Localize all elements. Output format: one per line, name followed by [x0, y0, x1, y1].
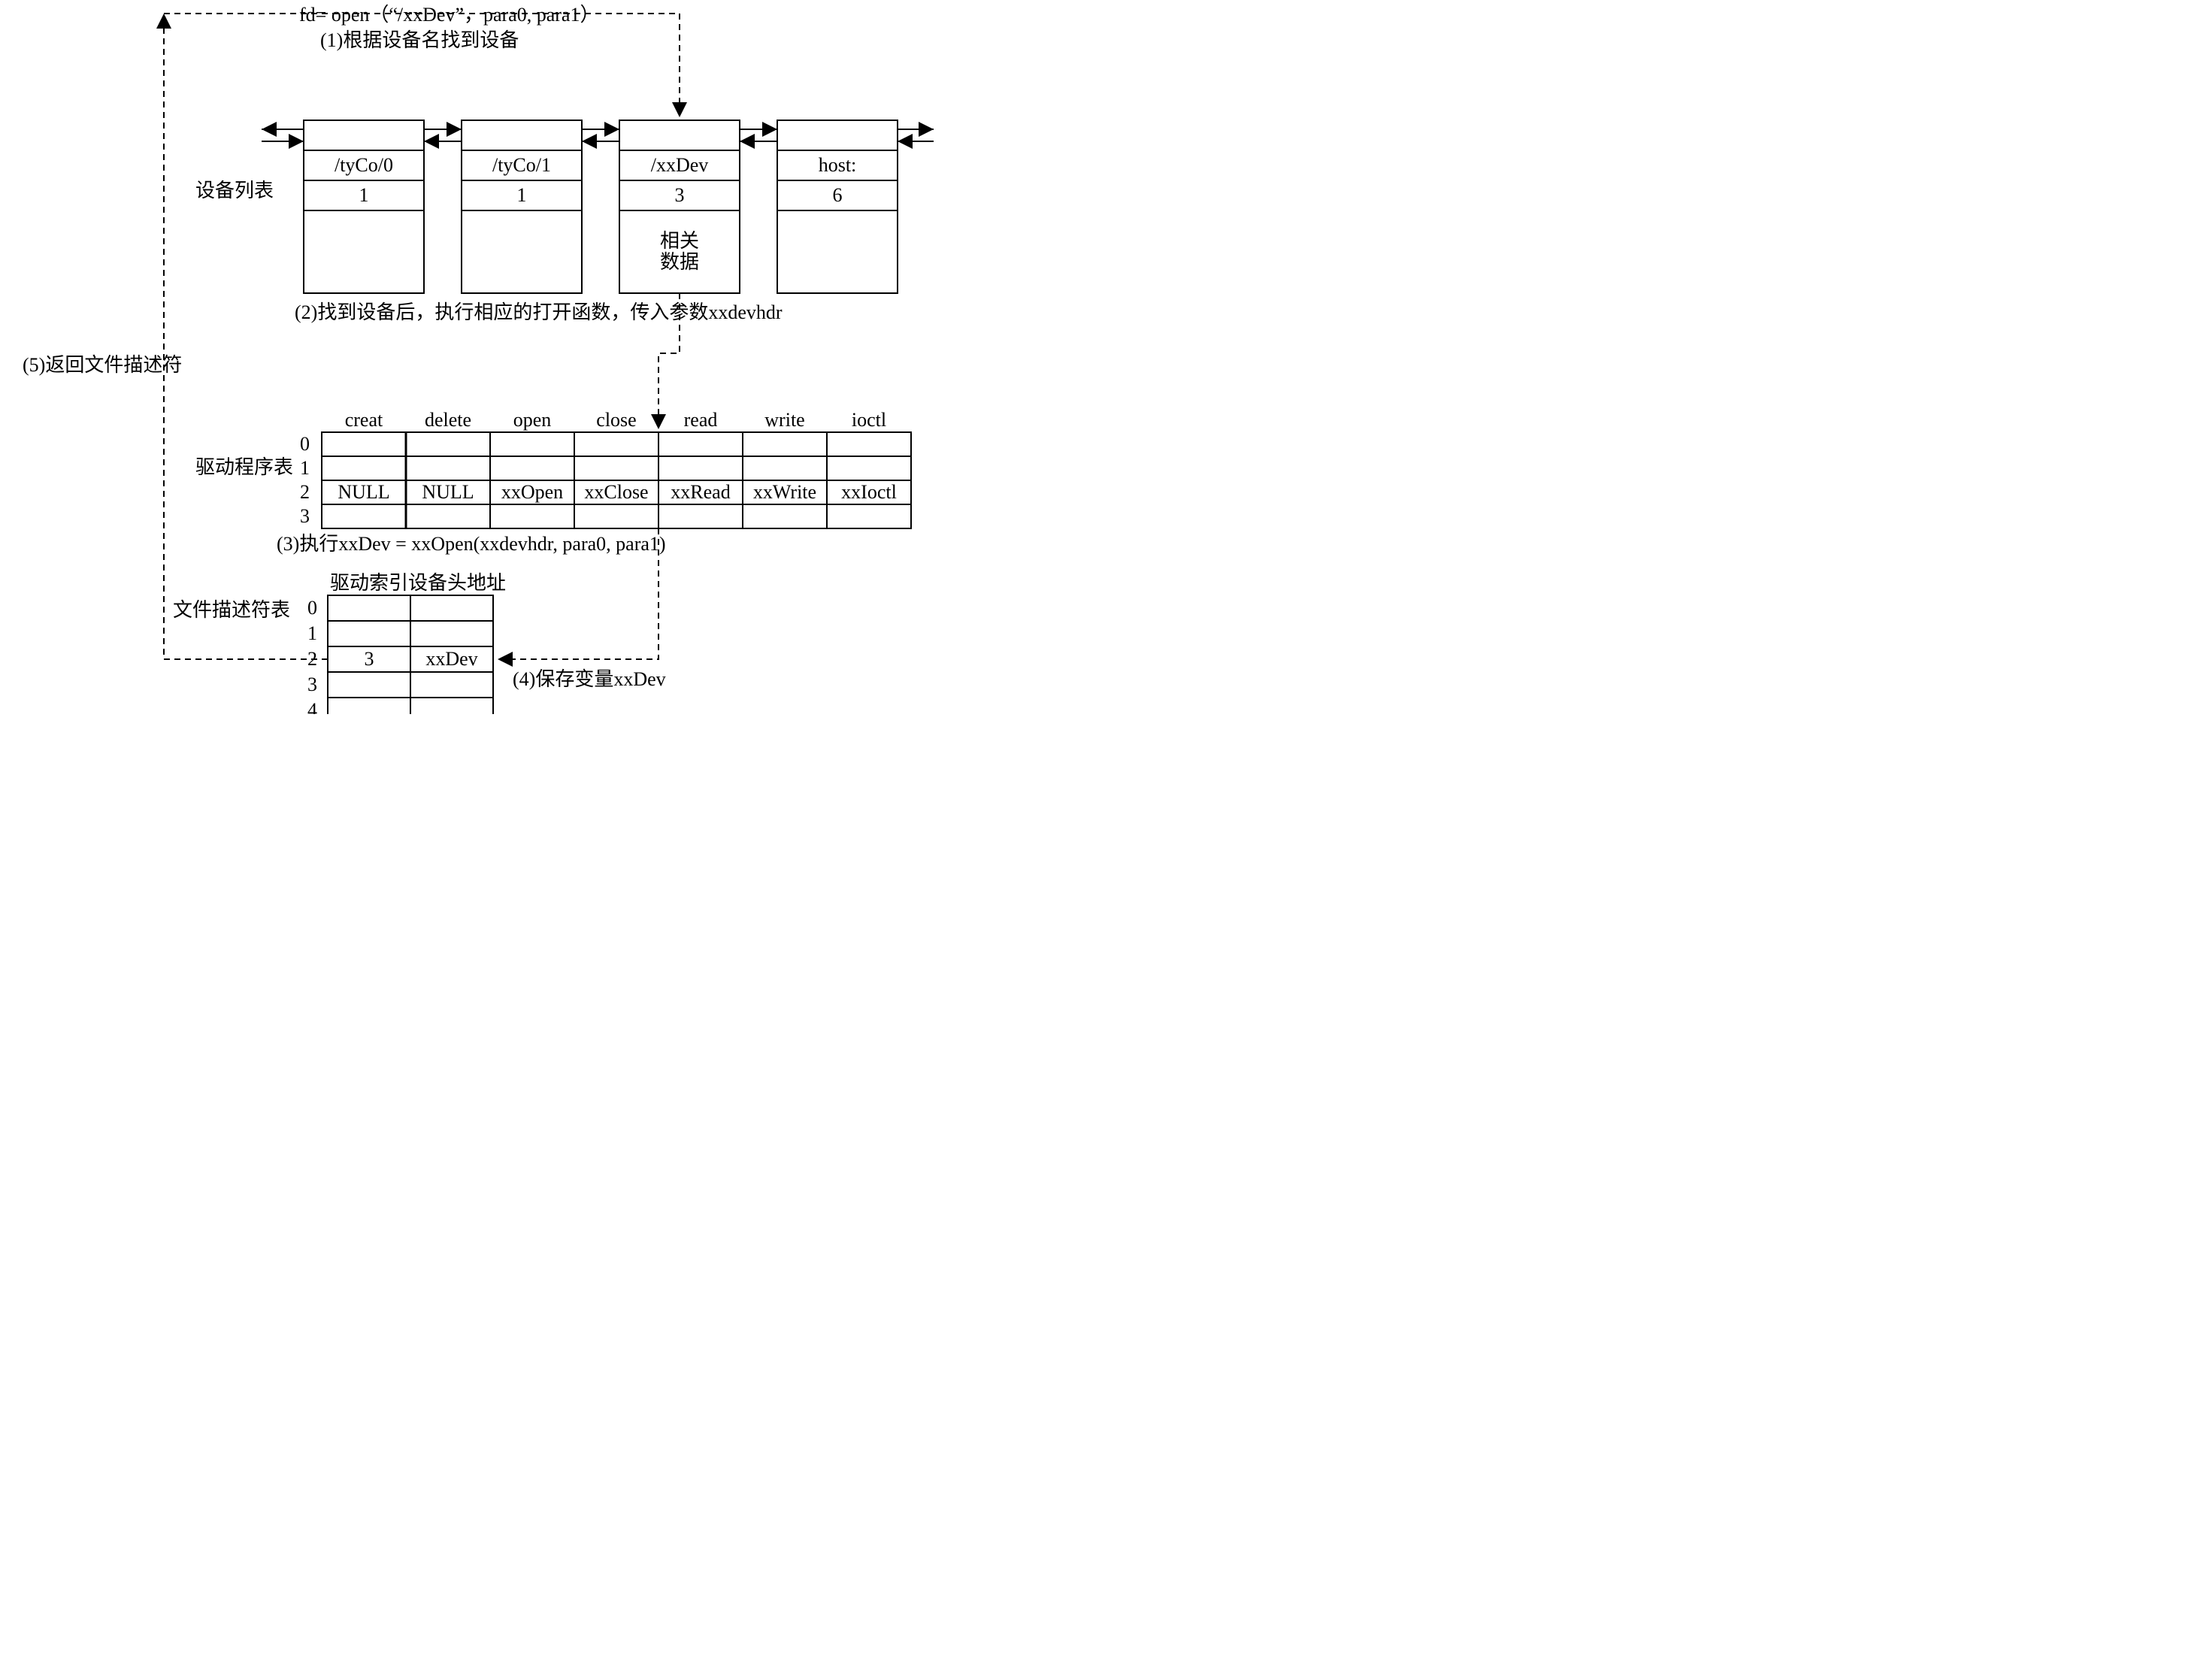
svg-text:creat: creat — [345, 409, 383, 431]
svg-text:/xxDev: /xxDev — [651, 154, 709, 176]
svg-text:1: 1 — [517, 184, 527, 206]
svg-text:3: 3 — [675, 184, 685, 206]
fd-table: 012343xxDev — [307, 595, 493, 714]
svg-text:xxRead: xxRead — [671, 481, 730, 503]
fd-table-label: 文件描述符表 — [173, 599, 290, 621]
svg-text:/tyCo/0: /tyCo/0 — [335, 154, 393, 176]
svg-text:数据: 数据 — [660, 251, 699, 273]
svg-text:1: 1 — [300, 457, 310, 479]
svg-text:4: 4 — [307, 699, 317, 714]
device-list-label: 设备列表 — [195, 180, 274, 201]
fd-header-devhdr: 设备头地址 — [408, 572, 506, 594]
svg-text:xxClose: xxClose — [584, 481, 648, 503]
svg-text:host:: host: — [819, 154, 857, 176]
svg-text:1: 1 — [359, 184, 369, 206]
svg-text:0: 0 — [307, 597, 317, 619]
svg-text:/tyCo/1: /tyCo/1 — [492, 154, 551, 176]
svg-text:3: 3 — [307, 674, 317, 695]
svg-text:2: 2 — [300, 481, 310, 503]
svg-text:3: 3 — [365, 648, 374, 670]
svg-text:3: 3 — [300, 505, 310, 527]
svg-text:xxDev: xxDev — [425, 648, 477, 670]
driver-table-label: 驱动程序表 — [195, 456, 293, 478]
step4-text: (4)保存变量xxDev — [513, 668, 666, 690]
step1-text: (1)根据设备名找到设备 — [320, 29, 519, 51]
svg-text:1: 1 — [307, 622, 317, 644]
svg-text:close: close — [596, 409, 636, 431]
svg-text:open: open — [513, 409, 552, 431]
svg-text:xxOpen: xxOpen — [501, 481, 563, 503]
dashed-arrows — [164, 14, 680, 659]
step3-text: (3)执行xxDev = xxOpen(xxdevhdr, para0, par… — [277, 533, 666, 555]
svg-text:xxIoctl: xxIoctl — [841, 481, 897, 503]
svg-text:NULL: NULL — [422, 481, 474, 503]
step5-text: (5)返回文件描述符 — [23, 354, 182, 376]
device-list: /tyCo/0 1/tyCo/1 1/xxDev 3 相关数据 host: 6 — [304, 120, 898, 293]
svg-text:write: write — [764, 409, 804, 431]
diagram-canvas: fd= open（“/xxDev”，para0, para1） (1)根据设备名… — [0, 0, 936, 714]
step2-text: (2)找到设备后，执行相应的打开函数，传入参数xxdevhdr — [295, 301, 783, 323]
svg-text:相关: 相关 — [660, 230, 699, 252]
driver-table: creat delete open close read write ioctl 0123 NU… — [300, 409, 911, 528]
svg-text:ioctl: ioctl — [852, 409, 886, 431]
svg-text:xxWrite: xxWrite — [753, 481, 816, 503]
fd-header-drvindex: 驱动索引 — [330, 572, 408, 594]
svg-text:NULL: NULL — [338, 481, 389, 503]
svg-text:0: 0 — [300, 433, 310, 455]
svg-text:delete: delete — [425, 409, 471, 431]
top-call: fd= open（“/xxDev”，para0, para1） — [299, 4, 599, 26]
svg-text:6: 6 — [833, 184, 843, 206]
svg-text:read: read — [684, 409, 718, 431]
